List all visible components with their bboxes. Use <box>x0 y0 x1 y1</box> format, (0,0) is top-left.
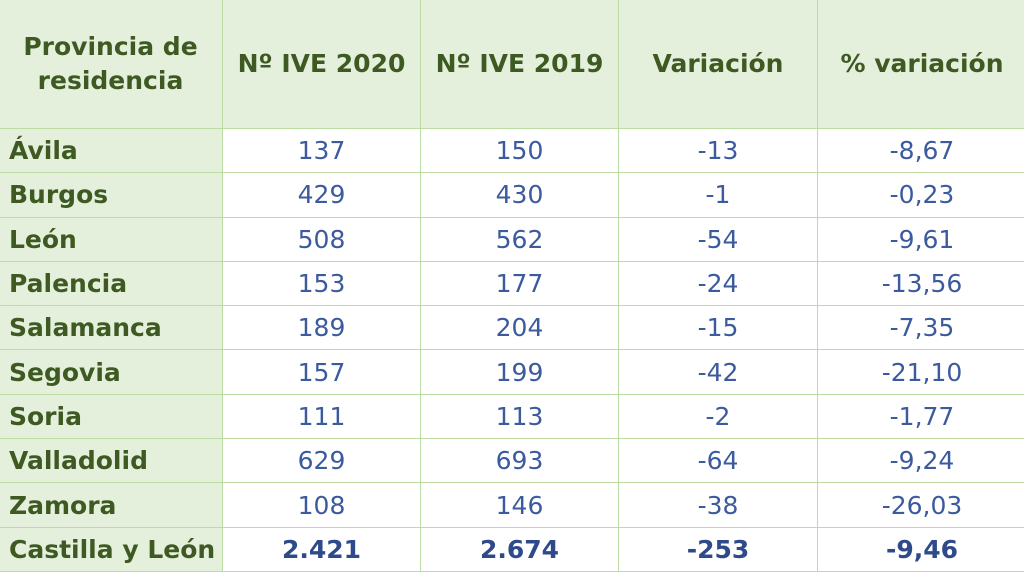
cell-variation: -24 <box>618 260 818 307</box>
cell-ive-2020: 629 <box>222 438 421 484</box>
cell-province: Soria <box>0 393 223 440</box>
cell-ive-2020: 111 <box>222 393 421 440</box>
table-row: Burgos 429 430 -1 -0,23 <box>0 172 1024 218</box>
table-row: León 508 562 -54 -9,61 <box>0 216 1024 262</box>
cell-ive-2020: 429 <box>222 172 421 218</box>
cell-pct-variation: -9,61 <box>817 216 1024 262</box>
cell-variation: -15 <box>618 305 818 351</box>
header-province: Provincia de residencia <box>0 0 223 129</box>
cell-pct-variation: -9,46 <box>817 526 1024 572</box>
cell-ive-2019: 113 <box>420 393 619 440</box>
cell-province: Burgos <box>0 172 223 218</box>
cell-ive-2019: 146 <box>420 482 619 528</box>
cell-ive-2020: 189 <box>222 305 421 351</box>
cell-ive-2020: 157 <box>222 349 421 395</box>
cell-province: Segovia <box>0 349 223 395</box>
cell-province: Valladolid <box>0 438 223 484</box>
cell-ive-2019: 2.674 <box>420 526 619 572</box>
header-ive-2019: Nº IVE 2019 <box>420 0 619 129</box>
cell-ive-2020: 508 <box>222 216 421 262</box>
cell-pct-variation: -7,35 <box>817 305 1024 351</box>
table-row: Valladolid 629 693 -64 -9,24 <box>0 438 1024 484</box>
cell-ive-2019: 430 <box>420 172 619 218</box>
cell-province: Ávila <box>0 127 223 174</box>
cell-pct-variation: -0,23 <box>817 172 1024 218</box>
cell-province: Zamora <box>0 482 223 528</box>
cell-variation: -2 <box>618 393 818 440</box>
header-pct-variation: % variación <box>817 0 1024 129</box>
table-row: Ávila 137 150 -13 -8,67 <box>0 127 1024 174</box>
cell-variation: -64 <box>618 438 818 484</box>
cell-pct-variation: -9,24 <box>817 438 1024 484</box>
cell-ive-2020: 137 <box>222 127 421 174</box>
header-ive-2020: Nº IVE 2020 <box>222 0 421 129</box>
cell-variation: -253 <box>618 526 818 572</box>
cell-province: Castilla y León <box>0 526 223 572</box>
cell-variation: -13 <box>618 127 818 174</box>
header-variation: Variación <box>618 0 818 129</box>
cell-pct-variation: -8,67 <box>817 127 1024 174</box>
table-row: Palencia 153 177 -24 -13,56 <box>0 260 1024 307</box>
cell-pct-variation: -13,56 <box>817 260 1024 307</box>
cell-province: León <box>0 216 223 262</box>
cell-pct-variation: -21,10 <box>817 349 1024 395</box>
cell-variation: -1 <box>618 172 818 218</box>
cell-variation: -54 <box>618 216 818 262</box>
table-row: Segovia 157 199 -42 -21,10 <box>0 349 1024 395</box>
cell-pct-variation: -1,77 <box>817 393 1024 440</box>
total-row: Castilla y León 2.421 2.674 -253 -9,46 <box>0 526 1024 572</box>
table-row: Salamanca 189 204 -15 -7,35 <box>0 305 1024 351</box>
cell-ive-2020: 108 <box>222 482 421 528</box>
header-row: Provincia de residencia Nº IVE 2020 Nº IVE… <box>0 0 1024 129</box>
cell-pct-variation: -26,03 <box>817 482 1024 528</box>
cell-ive-2019: 177 <box>420 260 619 307</box>
cell-ive-2019: 150 <box>420 127 619 174</box>
cell-province: Salamanca <box>0 305 223 351</box>
cell-ive-2019: 562 <box>420 216 619 262</box>
cell-variation: -38 <box>618 482 818 528</box>
cell-ive-2019: 199 <box>420 349 619 395</box>
table-row: Soria 111 113 -2 -1,77 <box>0 393 1024 440</box>
cell-ive-2019: 693 <box>420 438 619 484</box>
cell-ive-2019: 204 <box>420 305 619 351</box>
cell-ive-2020: 153 <box>222 260 421 307</box>
table-row: Zamora 108 146 -38 -26,03 <box>0 482 1024 528</box>
cell-province: Palencia <box>0 260 223 307</box>
cell-ive-2020: 2.421 <box>222 526 421 572</box>
cell-variation: -42 <box>618 349 818 395</box>
